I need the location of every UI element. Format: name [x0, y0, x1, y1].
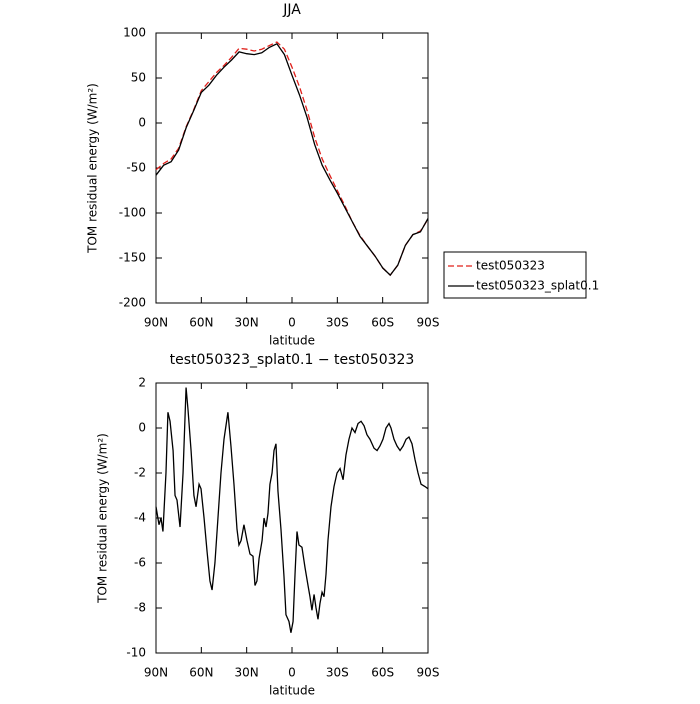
x-axis-label: latitude: [269, 684, 315, 698]
x-tick-label: 90S: [417, 666, 440, 680]
x-tick-label: 90S: [417, 316, 440, 330]
chart-title: test050323_splat0.1 − test050323: [170, 352, 415, 368]
y-tick-label: -150: [119, 251, 146, 265]
x-tick-label: 60S: [371, 316, 394, 330]
plot-frame: [155, 382, 429, 654]
chart-title: JJA: [282, 2, 301, 18]
legend-label: test050323_splat0.1: [476, 279, 599, 293]
x-tick-label: 60N: [189, 316, 213, 330]
x-axis-label: latitude: [269, 334, 315, 348]
x-tick-label: 30S: [326, 316, 349, 330]
x-tick-label: 30S: [326, 666, 349, 680]
y-tick-label: -4: [134, 511, 146, 525]
line-series: [155, 42, 429, 277]
x-tick-label: 30N: [235, 666, 259, 680]
x-tick-label: 0: [288, 666, 296, 680]
y-tick-label: -8: [134, 601, 146, 615]
line-series: [155, 387, 429, 633]
y-tick-label: 0: [138, 421, 146, 435]
y-tick-label: -2: [134, 466, 146, 480]
x-tick-label: 30N: [235, 316, 259, 330]
y-axis-label: TOM residual energy (W/m²): [86, 83, 100, 254]
y-tick-label: -6: [134, 556, 146, 570]
y-tick-label: -50: [126, 161, 146, 175]
legend-label: test050323: [476, 259, 545, 273]
x-tick-label: 60S: [371, 666, 394, 680]
y-tick-label: 0: [138, 116, 146, 130]
y-tick-label: -10: [126, 646, 146, 660]
x-tick-label: 60N: [189, 666, 213, 680]
y-tick-label: -200: [119, 296, 146, 310]
y-axis-label: TOM residual energy (W/m²): [96, 433, 110, 604]
x-tick-label: 90N: [144, 666, 168, 680]
x-tick-label: 0: [288, 316, 296, 330]
y-tick-label: 100: [123, 26, 146, 40]
y-tick-label: -100: [119, 206, 146, 220]
y-tick-label: 2: [138, 376, 146, 390]
legend-box: [443, 251, 587, 299]
y-tick-label: 50: [131, 71, 146, 85]
x-tick-label: 90N: [144, 316, 168, 330]
